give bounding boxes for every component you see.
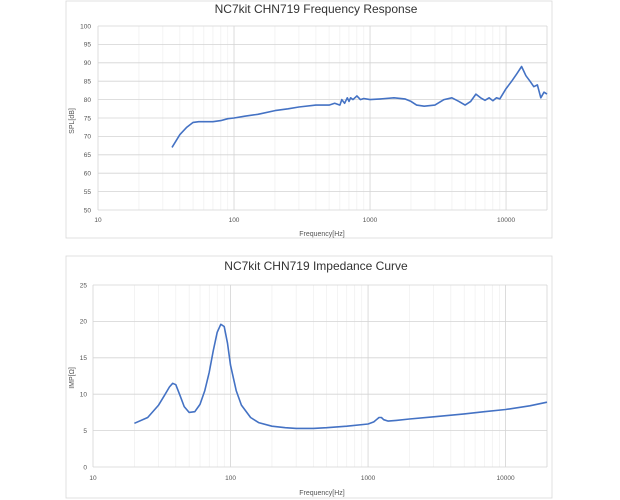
imp-y-tick-labels: 0 5 10 15 20 25 [80, 282, 88, 471]
imp-y-tick-label: 25 [80, 282, 88, 289]
fr-y-tick-label: 90 [84, 60, 92, 67]
imp-x-tick-label: 10000 [497, 475, 515, 482]
fr-x-tick-label: 10000 [497, 217, 515, 224]
imp-y-tick-label: 5 [83, 428, 87, 435]
imp-chart-title: NC7kit CHN719 Impedance Curve [224, 259, 408, 273]
fr-grid [97, 25, 548, 211]
imp-x-axis-label: Frequency[Hz] [299, 490, 345, 497]
impedance-chart: NC7kit CHN719 Impedance Curve 0 5 10 15 20 25… [65, 255, 553, 499]
fr-series-line [171, 65, 548, 148]
fr-chart-title: NC7kit CHN719 Frequency Response [215, 2, 418, 16]
imp-x-tick-labels: 10 100 1000 10000 [89, 475, 515, 482]
fr-y-tick-label: 55 [84, 189, 92, 196]
imp-grid [92, 284, 548, 468]
fr-y-tick-label: 60 [84, 171, 92, 178]
fr-x-tick-label: 100 [229, 217, 240, 224]
fr-x-tick-labels: 10 100 1000 10000 [94, 217, 515, 224]
fr-y-tick-label: 65 [84, 152, 92, 159]
imp-y-axis-label: IMP[Ω] [69, 367, 76, 389]
imp-y-tick-label: 15 [80, 355, 88, 362]
imp-y-tick-label: 20 [80, 319, 88, 326]
fr-y-tick-label: 95 [84, 42, 92, 49]
imp-x-tick-label: 100 [225, 475, 236, 482]
fr-x-axis-label: Frequency[Hz] [299, 231, 345, 238]
imp-y-tick-label: 10 [80, 392, 88, 399]
fr-y-tick-label: 100 [80, 23, 91, 30]
imp-x-tick-label: 1000 [361, 475, 376, 482]
imp-series-line [134, 323, 548, 430]
fr-frame [65, 0, 553, 239]
fr-y-tick-label: 80 [84, 97, 92, 104]
fr-y-tick-label: 50 [84, 207, 92, 214]
fr-x-tick-label: 1000 [363, 217, 378, 224]
imp-frame [65, 255, 553, 499]
fr-y-tick-label: 70 [84, 134, 92, 141]
fr-y-axis-label: SPL[dB] [69, 108, 76, 134]
frequency-response-chart: NC7kit CHN719 Frequency Response 50 55 60 6… [65, 0, 553, 239]
fr-y-tick-label: 85 [84, 79, 92, 86]
fr-x-tick-label: 10 [94, 217, 102, 224]
imp-x-tick-label: 10 [89, 475, 97, 482]
imp-y-tick-label: 0 [83, 464, 87, 471]
fr-y-tick-labels: 50 55 60 65 70 75 80 85 90 95 100 [80, 23, 91, 214]
fr-y-tick-label: 75 [84, 115, 92, 122]
